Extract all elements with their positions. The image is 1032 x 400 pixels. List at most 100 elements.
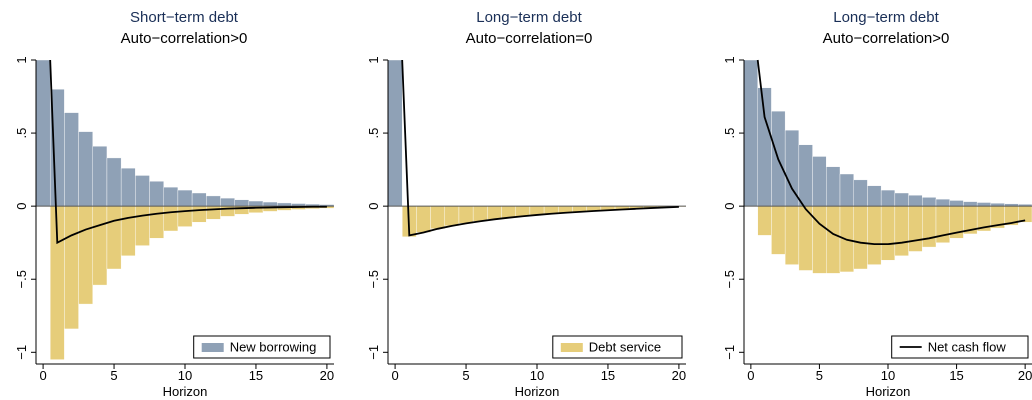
x-tick-label: 15	[601, 368, 615, 383]
bar	[177, 205, 193, 227]
bar	[262, 201, 278, 207]
bar	[826, 166, 841, 207]
series-new-borrowing	[387, 59, 403, 207]
bar	[880, 189, 896, 207]
legend-label: New borrowing	[230, 340, 317, 355]
bar	[757, 87, 772, 207]
legend: Net cash flow	[891, 335, 1029, 359]
series-debt-service	[757, 205, 1032, 274]
y-tick-label: 0	[14, 203, 29, 210]
bar	[812, 205, 827, 274]
y-tick-label: .5	[722, 128, 737, 139]
bar	[149, 181, 164, 207]
y-tick-label: 1	[366, 56, 381, 63]
bar	[743, 59, 758, 207]
bar	[64, 112, 79, 207]
panel-title: Long−term debt	[476, 9, 582, 26]
bar	[976, 202, 992, 207]
series-net-cash-flow	[756, 59, 1026, 246]
legend-swatch-bar	[201, 343, 224, 352]
bar	[35, 59, 51, 207]
axes: 1 .5 0 −.5 −1 0 5 10 15 20	[722, 56, 1032, 383]
bar	[812, 156, 827, 207]
bar	[784, 205, 800, 265]
x-tick-label: 20	[320, 368, 334, 383]
bar	[191, 205, 207, 223]
plot-area	[743, 59, 1032, 274]
bar	[487, 205, 502, 220]
legend-label: Debt service	[589, 340, 661, 355]
panel-subtitle: Auto−correlation=0	[466, 30, 593, 47]
legend: New borrowing	[193, 335, 331, 359]
y-tick-label: 0	[722, 203, 737, 210]
panel-long-term-autocorr: Long−term debt Auto−correlation>0 1 .5 0 −.…	[722, 9, 1032, 399]
y-tick-label: 0	[366, 203, 381, 210]
bar	[64, 205, 79, 330]
legend-swatch-bar	[560, 343, 583, 352]
series-net-cash-flow	[401, 59, 679, 237]
y-tick-label: 1	[722, 56, 737, 63]
bar	[757, 205, 772, 236]
legend-swatch	[201, 343, 224, 352]
bar	[501, 205, 516, 218]
bar	[163, 186, 179, 207]
bar	[1018, 205, 1032, 223]
bar	[149, 205, 164, 239]
bar	[515, 205, 531, 217]
x-tick-label: 5	[816, 368, 823, 383]
bar	[798, 205, 813, 271]
bar	[135, 175, 150, 207]
panel-subtitle: Auto−correlation>0	[121, 30, 248, 47]
x-tick-label: 0	[747, 368, 754, 383]
x-tick-label: 10	[530, 368, 544, 383]
panel-title: Long−term debt	[833, 9, 939, 26]
series-debt-service	[401, 205, 687, 238]
panel-long-term-no-autocorr: Long−term debt Auto−correlation=0 1 .5 0 −.…	[366, 9, 687, 399]
bar	[106, 157, 122, 207]
x-axis-label: Horizon	[515, 384, 560, 399]
x-tick-label: 10	[881, 368, 895, 383]
x-tick-label: 0	[391, 368, 398, 383]
x-tick-label: 20	[672, 368, 686, 383]
x-tick-label: 0	[39, 368, 46, 383]
series-net-cash-flow	[49, 59, 327, 245]
bar	[894, 205, 909, 257]
bar	[220, 197, 235, 207]
bar	[798, 144, 813, 207]
bar	[908, 194, 923, 207]
legend-box	[891, 335, 1029, 359]
series-new-borrowing	[743, 59, 1032, 207]
x-axis-label: Horizon	[163, 384, 208, 399]
bar	[206, 195, 221, 207]
legend-swatch	[560, 343, 583, 352]
bar	[248, 200, 264, 207]
panel-subtitle: Auto−correlation>0	[823, 30, 950, 47]
y-tick-label: −1	[366, 345, 381, 360]
plot-area	[35, 59, 335, 360]
bar	[853, 205, 868, 270]
bar	[387, 59, 403, 207]
y-tick-label: −1	[722, 345, 737, 360]
bar	[529, 205, 545, 216]
bar	[106, 205, 122, 270]
bar	[135, 205, 150, 246]
bar	[935, 198, 950, 207]
panel-title: Short−term debt	[130, 9, 239, 26]
y-tick-label: .5	[366, 128, 381, 139]
bar	[234, 199, 250, 207]
axes: 1 .5 0 −.5 −1 0 5 10 15 20	[14, 56, 334, 383]
bar	[839, 173, 854, 207]
legend-box	[552, 335, 683, 359]
legend: Debt service	[552, 335, 683, 359]
bar	[206, 205, 221, 220]
bar	[922, 205, 937, 248]
y-tick-label: −1	[14, 345, 29, 360]
series-debt-service	[49, 205, 335, 360]
bar	[867, 185, 882, 207]
legend-box	[193, 335, 331, 359]
y-tick-label: −.5	[366, 270, 381, 288]
bar	[458, 205, 474, 224]
y-tick-label: 1	[14, 56, 29, 63]
bar	[444, 205, 460, 227]
